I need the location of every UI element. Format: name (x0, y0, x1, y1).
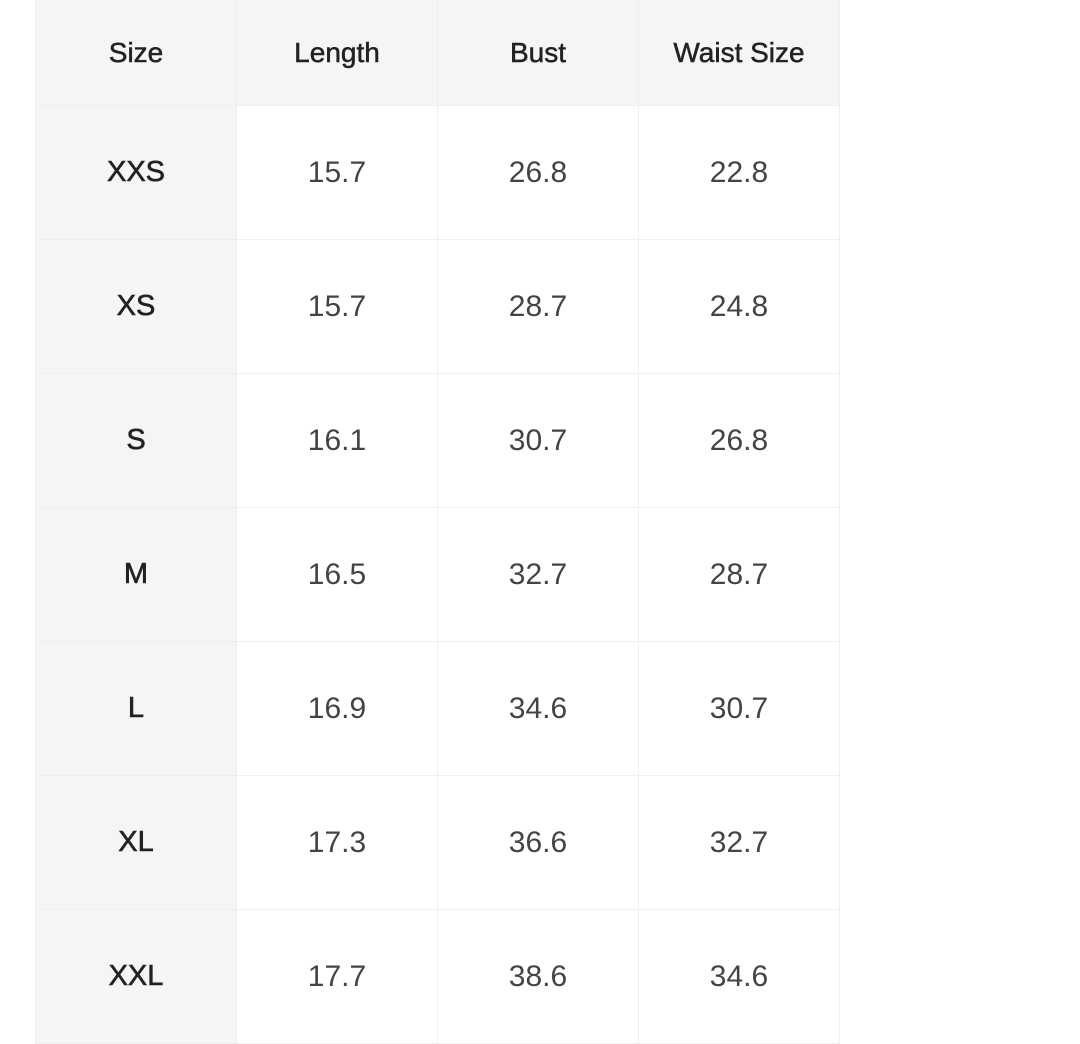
header-bust: Bust (437, 0, 639, 106)
cell-size: XL (35, 775, 237, 910)
cell-waist-size: 32.7 (638, 775, 840, 910)
cell-waist-size: 24.8 (638, 239, 840, 374)
cell-bust: 38.6 (437, 909, 639, 1044)
cell-bust: 28.7 (437, 239, 639, 374)
cell-size: XXL (35, 909, 237, 1044)
cell-length: 17.3 (236, 775, 438, 910)
cell-waist-size: 34.6 (638, 909, 840, 1044)
table-row: M 16.5 32.7 28.7 (35, 507, 840, 642)
cell-length: 16.9 (236, 641, 438, 776)
cell-bust: 32.7 (437, 507, 639, 642)
cell-bust: 30.7 (437, 373, 639, 508)
table-row: L 16.9 34.6 30.7 (35, 641, 840, 776)
cell-size: XS (35, 239, 237, 374)
table-row: XS 15.7 28.7 24.8 (35, 239, 840, 374)
table-row: S 16.1 30.7 26.8 (35, 373, 840, 508)
cell-length: 17.7 (236, 909, 438, 1044)
cell-size: S (35, 373, 237, 508)
cell-bust: 36.6 (437, 775, 639, 910)
table-row: XL 17.3 36.6 32.7 (35, 775, 840, 910)
cell-bust: 34.6 (437, 641, 639, 776)
header-row: Size Length Bust Waist Size (35, 0, 840, 106)
cell-length: 16.1 (236, 373, 438, 508)
table-row: XXS 15.7 26.8 22.8 (35, 105, 840, 240)
cell-length: 15.7 (236, 239, 438, 374)
header-length: Length (236, 0, 438, 106)
cell-bust: 26.8 (437, 105, 639, 240)
cell-waist-size: 22.8 (638, 105, 840, 240)
cell-length: 15.7 (236, 105, 438, 240)
header-waist-size: Waist Size (638, 0, 840, 106)
cell-waist-size: 28.7 (638, 507, 840, 642)
cell-size: XXS (35, 105, 237, 240)
table-row: XXL 17.7 38.6 34.6 (35, 909, 840, 1044)
header-size: Size (35, 0, 237, 106)
cell-size: L (35, 641, 237, 776)
size-chart-table: Size Length Bust Waist Size XXS 15.7 26.8 2… (35, 0, 840, 1044)
cell-length: 16.5 (236, 507, 438, 642)
cell-size: M (35, 507, 237, 642)
cell-waist-size: 30.7 (638, 641, 840, 776)
cell-waist-size: 26.8 (638, 373, 840, 508)
